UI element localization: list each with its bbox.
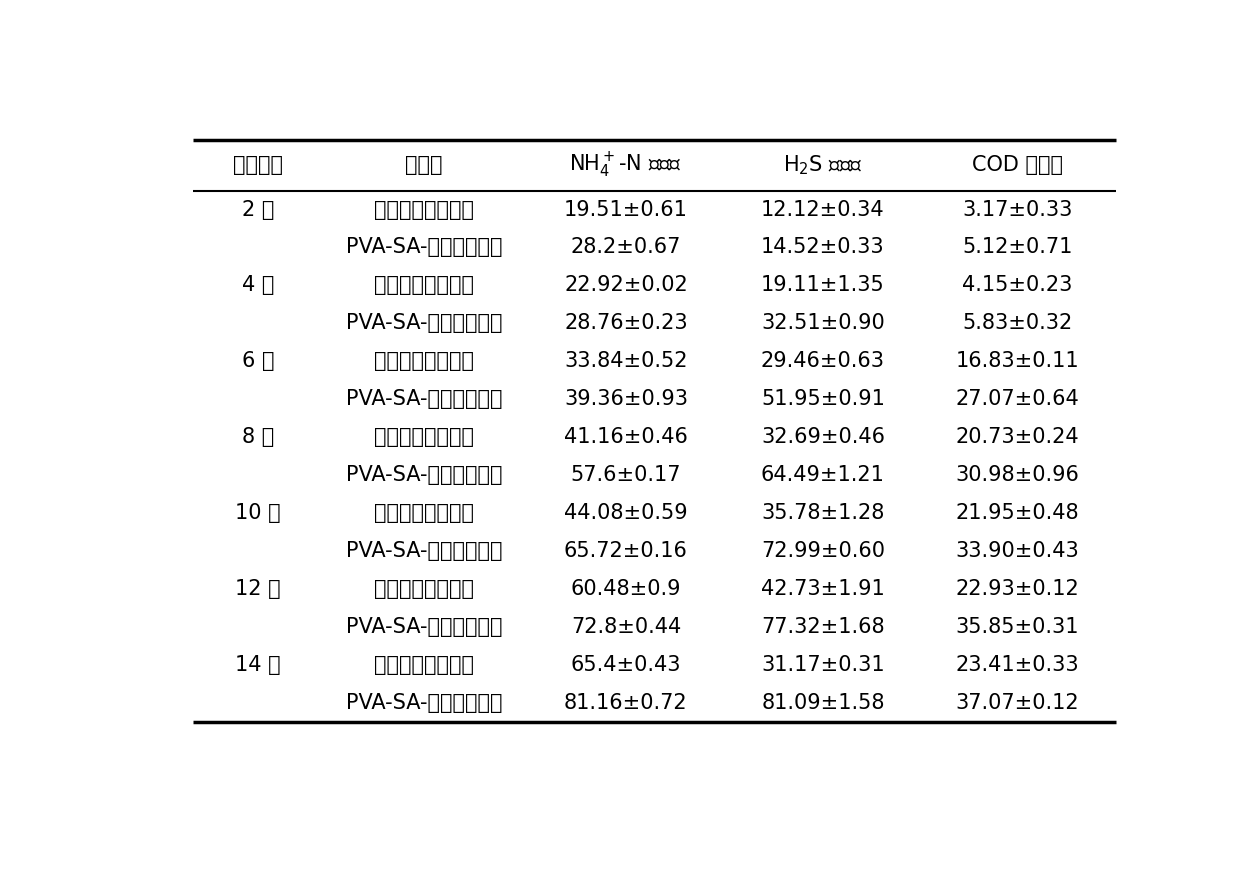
Text: 5.12±0.71: 5.12±0.71: [962, 238, 1073, 257]
Text: 60.48±0.9: 60.48±0.9: [570, 580, 681, 599]
Text: 22.92±0.02: 22.92±0.02: [564, 276, 688, 295]
Text: COD 清除率: COD 清除率: [972, 155, 1063, 175]
Text: 20.73±0.24: 20.73±0.24: [956, 427, 1079, 448]
Text: 复合微生态制剂组: 复合微生态制剂组: [374, 503, 474, 523]
Text: 29.46±0.63: 29.46±0.63: [761, 352, 885, 372]
Text: 32.51±0.90: 32.51±0.90: [761, 314, 885, 334]
Text: 33.84±0.52: 33.84±0.52: [564, 352, 688, 372]
Text: 复合微生态制剂组: 复合微生态制剂组: [374, 655, 474, 676]
Text: 27.07±0.64: 27.07±0.64: [956, 389, 1079, 410]
Text: 28.76±0.23: 28.76±0.23: [564, 314, 688, 334]
Text: 14.52±0.33: 14.52±0.33: [761, 238, 884, 257]
Text: 57.6±0.17: 57.6±0.17: [570, 465, 681, 485]
Text: 39.36±0.93: 39.36±0.93: [564, 389, 688, 410]
Text: 复合微生态制剂组: 复合微生态制剂组: [374, 427, 474, 448]
Text: 81.09±1.58: 81.09±1.58: [761, 693, 884, 714]
Text: 处理组: 处理组: [405, 155, 443, 175]
Text: 复合微生态制剂组: 复合微生态制剂组: [374, 199, 474, 219]
Text: 实验天数: 实验天数: [233, 155, 283, 175]
Text: PVA-SA-沸石粉微球组: PVA-SA-沸石粉微球组: [346, 314, 502, 334]
Text: 16.83±0.11: 16.83±0.11: [956, 352, 1079, 372]
Text: H$_2$S 清除率: H$_2$S 清除率: [784, 153, 863, 177]
Text: PVA-SA-沸石粉微球组: PVA-SA-沸石粉微球组: [346, 465, 502, 485]
Text: 2 天: 2 天: [242, 199, 274, 219]
Text: 41.16±0.46: 41.16±0.46: [564, 427, 688, 448]
Text: 35.78±1.28: 35.78±1.28: [761, 503, 884, 523]
Text: 37.07±0.12: 37.07±0.12: [956, 693, 1079, 714]
Text: 6 天: 6 天: [242, 352, 274, 372]
Text: 64.49±1.21: 64.49±1.21: [761, 465, 885, 485]
Text: NH$_4^+$-N 清除率: NH$_4^+$-N 清除率: [569, 151, 682, 180]
Text: 81.16±0.72: 81.16±0.72: [564, 693, 688, 714]
Text: 5.83±0.32: 5.83±0.32: [962, 314, 1073, 334]
Text: 8 天: 8 天: [242, 427, 274, 448]
Text: 42.73±1.91: 42.73±1.91: [761, 580, 885, 599]
Text: 72.99±0.60: 72.99±0.60: [761, 542, 885, 561]
Text: 30.98±0.96: 30.98±0.96: [956, 465, 1080, 485]
Text: 12.12±0.34: 12.12±0.34: [761, 199, 884, 219]
Text: 33.90±0.43: 33.90±0.43: [956, 542, 1079, 561]
Text: PVA-SA-沸石粉微球组: PVA-SA-沸石粉微球组: [346, 389, 502, 410]
Text: 复合微生态制剂组: 复合微生态制剂组: [374, 352, 474, 372]
Text: 44.08±0.59: 44.08±0.59: [564, 503, 688, 523]
Text: 72.8±0.44: 72.8±0.44: [570, 618, 681, 637]
Text: PVA-SA-沸石粉微球组: PVA-SA-沸石粉微球组: [346, 693, 502, 714]
Text: 19.11±1.35: 19.11±1.35: [761, 276, 885, 295]
Text: 23.41±0.33: 23.41±0.33: [956, 655, 1079, 676]
Text: 35.85±0.31: 35.85±0.31: [956, 618, 1079, 637]
Text: 4 天: 4 天: [242, 276, 274, 295]
Text: 31.17±0.31: 31.17±0.31: [761, 655, 884, 676]
Text: 22.93±0.12: 22.93±0.12: [956, 580, 1079, 599]
Text: 77.32±1.68: 77.32±1.68: [761, 618, 884, 637]
Text: 12 天: 12 天: [236, 580, 281, 599]
Text: 复合微生态制剂组: 复合微生态制剂组: [374, 580, 474, 599]
Text: 19.51±0.61: 19.51±0.61: [564, 199, 688, 219]
Text: 复合微生态制剂组: 复合微生态制剂组: [374, 276, 474, 295]
Text: PVA-SA-沸石粉微球组: PVA-SA-沸石粉微球组: [346, 618, 502, 637]
Text: 4.15±0.23: 4.15±0.23: [962, 276, 1073, 295]
Text: PVA-SA-沸石粉微球组: PVA-SA-沸石粉微球组: [346, 238, 502, 257]
Text: 21.95±0.48: 21.95±0.48: [956, 503, 1079, 523]
Text: 3.17±0.33: 3.17±0.33: [962, 199, 1073, 219]
Text: 65.4±0.43: 65.4±0.43: [570, 655, 681, 676]
Text: 65.72±0.16: 65.72±0.16: [564, 542, 688, 561]
Text: 32.69±0.46: 32.69±0.46: [761, 427, 885, 448]
Text: 10 天: 10 天: [236, 503, 281, 523]
Text: 14 天: 14 天: [236, 655, 281, 676]
Text: 51.95±0.91: 51.95±0.91: [761, 389, 885, 410]
Text: PVA-SA-沸石粉微球组: PVA-SA-沸石粉微球组: [346, 542, 502, 561]
Text: 28.2±0.67: 28.2±0.67: [570, 238, 681, 257]
